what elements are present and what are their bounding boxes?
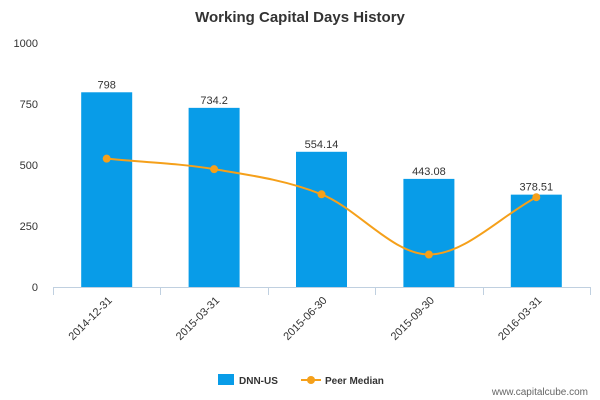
bar: [403, 178, 455, 287]
bar-value-label: 443.08: [412, 166, 446, 178]
legend-swatch-dnn-us: [218, 374, 234, 385]
peer-median-point: [424, 250, 433, 259]
bar-series: [81, 92, 562, 288]
bar-value-label: 734.2: [200, 95, 228, 107]
peer-median-point: [210, 165, 219, 174]
bar-value-label: 378.51: [519, 182, 553, 194]
x-tick-label: 2016-03-31: [496, 295, 544, 343]
peer-median-point: [102, 154, 111, 163]
x-axis: 2014-12-31 2015-03-31 2015-06-30 2015-09-30…: [53, 287, 591, 343]
chart-title: Working Capital Days History: [195, 9, 405, 26]
x-tick-label: 2015-09-30: [389, 295, 437, 343]
legend: DNN-US Peer Median: [218, 374, 384, 387]
y-axis: 0 250 500 750 1000: [14, 38, 38, 294]
peer-median-point: [532, 193, 541, 202]
bar-value-label: 798: [98, 79, 116, 91]
legend-swatch-peer-median-marker: [307, 376, 315, 384]
y-tick-label: 1000: [14, 38, 38, 50]
legend-label-dnn-us: DNN-US: [239, 376, 278, 387]
x-tick-label: 2015-03-31: [174, 295, 222, 343]
bar-value-labels: 798 734.2 554.14 443.08 378.51: [98, 79, 554, 193]
bar: [81, 92, 133, 288]
y-tick-label: 500: [20, 160, 38, 172]
y-tick-label: 750: [20, 99, 38, 111]
bar: [510, 194, 562, 287]
x-tick-label: 2014-12-31: [67, 295, 115, 343]
bar: [296, 151, 347, 287]
legend-label-peer-median: Peer Median: [325, 376, 384, 387]
watermark: www.capitalcube.com: [491, 387, 588, 398]
peer-median-point: [317, 190, 326, 199]
y-tick-label: 0: [32, 282, 38, 294]
y-tick-label: 250: [20, 221, 38, 233]
bar-value-label: 554.14: [305, 139, 339, 151]
bar: [188, 107, 240, 288]
x-tick-label: 2015-06-30: [281, 295, 329, 343]
peer-median-series: [102, 154, 541, 259]
